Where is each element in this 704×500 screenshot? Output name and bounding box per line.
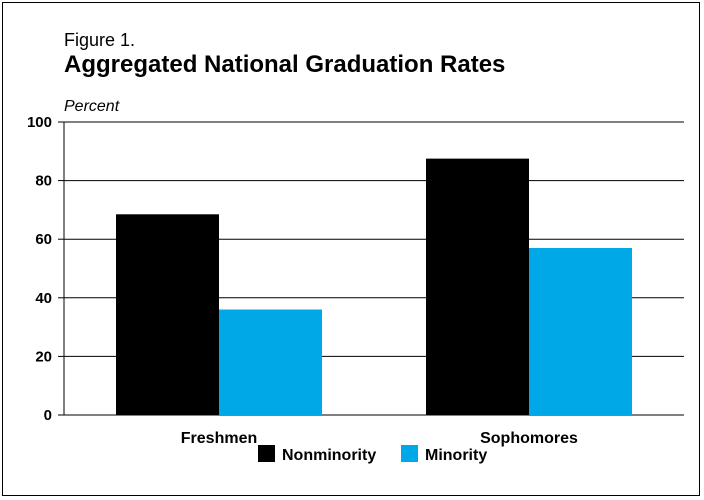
legend-swatch-nonminority <box>258 445 275 462</box>
y-axis-unit-label: Percent <box>64 98 120 115</box>
x-category-label: Sophomores <box>480 430 578 447</box>
legend-label-minority: Minority <box>425 447 487 464</box>
bar-nonminority-freshmen <box>116 214 219 415</box>
bar-minority-sophomores <box>529 247 632 415</box>
legend-swatch-minority <box>401 445 418 462</box>
y-tick-label: 0 <box>44 407 52 424</box>
y-tick-label: 60 <box>35 231 52 248</box>
bar-nonminority-sophomores <box>426 158 529 415</box>
figure-label: Figure 1. <box>64 30 136 50</box>
chart-title: Aggregated National Graduation Rates <box>64 51 506 78</box>
y-tick-label: 100 <box>27 114 52 131</box>
y-tick-label: 20 <box>35 348 52 365</box>
legend-label-nonminority: Nonminority <box>282 447 376 464</box>
x-category-label: Freshmen <box>181 430 257 447</box>
y-tick-label: 40 <box>35 290 52 307</box>
y-tick-label: 80 <box>35 173 52 190</box>
bar-minority-freshmen <box>219 309 322 415</box>
